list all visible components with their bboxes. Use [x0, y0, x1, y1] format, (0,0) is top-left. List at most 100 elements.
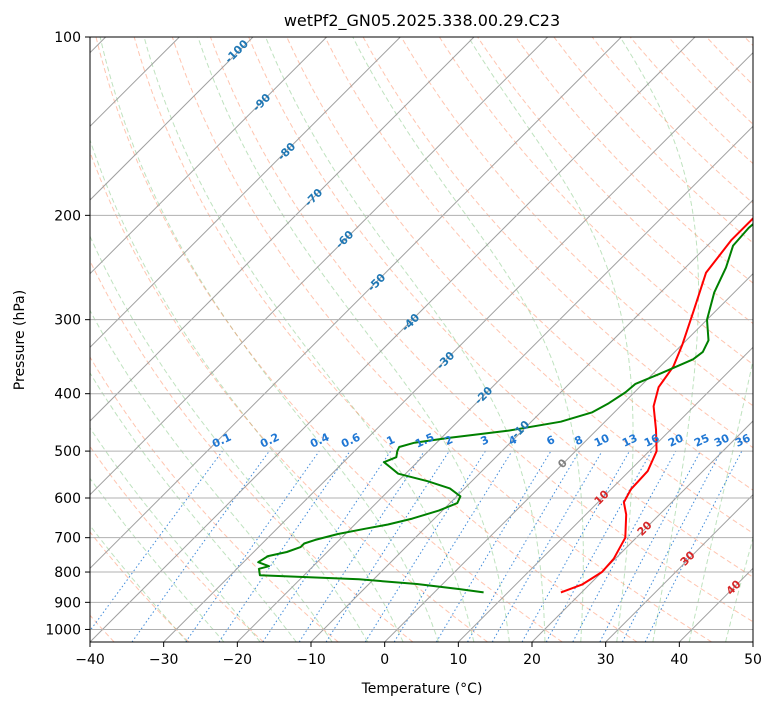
dry-adiabat — [90, 445, 264, 642]
y-tick-label: 700 — [54, 531, 81, 547]
dry-adiabat-label: -80 — [275, 140, 298, 163]
moist-adiabat — [467, 37, 634, 642]
y-tick-label: 1000 — [45, 622, 81, 638]
isotherm — [90, 37, 549, 496]
y-tick-label: 400 — [54, 387, 81, 403]
isotherm — [90, 37, 622, 570]
y-axis-ticks: 1000 900 800 700 600 500 400 300 200 100 — [45, 30, 90, 638]
mixing-ratio-line — [262, 450, 392, 642]
isotherm — [605, 493, 753, 642]
y-tick-label: 500 — [54, 444, 81, 460]
y-axis-label: Pressure (hPa) — [12, 290, 28, 390]
x-tick-label: 30 — [597, 652, 615, 668]
x-tick-label: −40 — [75, 652, 105, 668]
dry-adiabat-label: -100 — [222, 37, 251, 66]
dewpoint-profile-line — [257, 222, 753, 594]
mixing-ratio-label: 0.1 — [210, 431, 233, 451]
moist-adiabat — [197, 37, 510, 642]
moist-adiabat — [90, 371, 297, 642]
dry-adiabat — [515, 37, 753, 284]
mixing-ratio-line — [599, 450, 701, 642]
moist-adiabat — [90, 477, 225, 642]
y-tick-label: 300 — [54, 313, 81, 329]
dry-adiabat — [90, 150, 488, 642]
dry-adiabat-label: -40 — [399, 311, 422, 334]
moist-adiabat — [619, 37, 699, 642]
moist-adiabat — [90, 524, 188, 642]
mixing-ratio-label: 6 — [545, 433, 558, 448]
mixing-ratio-label: 1.5 — [413, 431, 436, 451]
mixing-ratio-label: 13 — [620, 431, 639, 449]
x-tick-label: −30 — [149, 652, 179, 668]
x-axis-label: Temperature (°C) — [361, 681, 483, 697]
y-tick-label: 800 — [54, 565, 81, 581]
x-tick-label: 40 — [670, 652, 688, 668]
mixing-ratio-label: 0.2 — [258, 431, 281, 451]
mixing-ratio-label: 20 — [666, 431, 686, 449]
isotherm — [90, 37, 401, 349]
isotherm — [531, 420, 753, 642]
dry-adiabat — [324, 37, 753, 491]
y-tick-label: 100 — [54, 30, 81, 46]
x-tick-label: −10 — [296, 652, 326, 668]
profile-lines — [257, 216, 753, 594]
dry-adiabat — [706, 37, 753, 86]
y-tick-label: 900 — [54, 595, 81, 611]
mixing-ratio-label: 10 — [592, 431, 612, 449]
mixing-ratio-label: 0.6 — [339, 430, 362, 450]
isotherm — [457, 346, 753, 642]
x-tick-label: −20 — [223, 652, 253, 668]
y-tick-label: 200 — [54, 208, 81, 224]
mixing-ratio-label: 3 — [479, 433, 491, 448]
mixing-ratio-label: 16 — [642, 431, 662, 449]
y-tick-label: 600 — [54, 491, 81, 507]
mixing-ratio-line — [435, 450, 552, 642]
mixing-ratio-line — [491, 450, 603, 642]
dry-adiabat — [362, 37, 753, 449]
mixing-ratio-label: 0.4 — [308, 430, 331, 450]
moist-adiabat — [90, 427, 261, 642]
dry-adiabat — [90, 356, 339, 642]
mixing-ratio-line — [545, 450, 653, 642]
moist-adiabat — [725, 536, 753, 642]
mixing-ratio-line — [325, 450, 450, 642]
mixing-ratio-line — [621, 450, 722, 642]
mixing-ratio-line — [521, 450, 630, 642]
dry-adiabat — [744, 37, 753, 47]
dry-adiabat — [286, 37, 753, 534]
isotherm — [90, 37, 328, 275]
dry-adiabat — [133, 37, 638, 642]
dry-adiabat — [400, 37, 753, 407]
background-lines — [90, 37, 753, 642]
x-tick-label: 20 — [523, 652, 541, 668]
isotherm — [752, 641, 753, 642]
dry-adiabat — [90, 531, 190, 642]
dry-adiabat — [90, 259, 414, 642]
dry-adiabat — [553, 37, 753, 244]
isotherm — [90, 37, 696, 642]
moist-adiabat — [265, 37, 546, 642]
moist-adiabat — [90, 138, 404, 642]
moist-adiabat — [352, 37, 584, 642]
mixing-ratio-label: 1 — [385, 433, 397, 448]
x-axis-ticks: −40 −30 −20 −10 0 10 20 30 40 50 — [75, 642, 762, 668]
dry-adiabat — [438, 37, 753, 366]
mixing-ratio-label: 2 — [443, 433, 455, 448]
plot-frame — [89, 36, 754, 643]
mixing-ratio-label: 30 — [712, 431, 732, 449]
dry-adiabat-label: 30 — [678, 548, 698, 568]
isotherm — [384, 272, 753, 642]
dry-adiabat — [210, 37, 753, 623]
isotherm — [310, 199, 753, 642]
moist-adiabat — [90, 309, 333, 642]
moist-adiabat — [143, 37, 475, 642]
mixing-ratio-label: 36 — [733, 431, 753, 449]
chart-title: wetPf2_GN05.2025.338.00.29.C23 — [284, 11, 560, 31]
mixing-ratio-line — [467, 450, 580, 642]
isotherm — [678, 567, 753, 642]
x-tick-label: 50 — [744, 652, 762, 668]
dry-adiabat — [171, 37, 712, 642]
mixing-ratio-line — [572, 450, 677, 642]
moist-adiabat — [688, 358, 753, 642]
moist-adiabat — [90, 235, 369, 642]
